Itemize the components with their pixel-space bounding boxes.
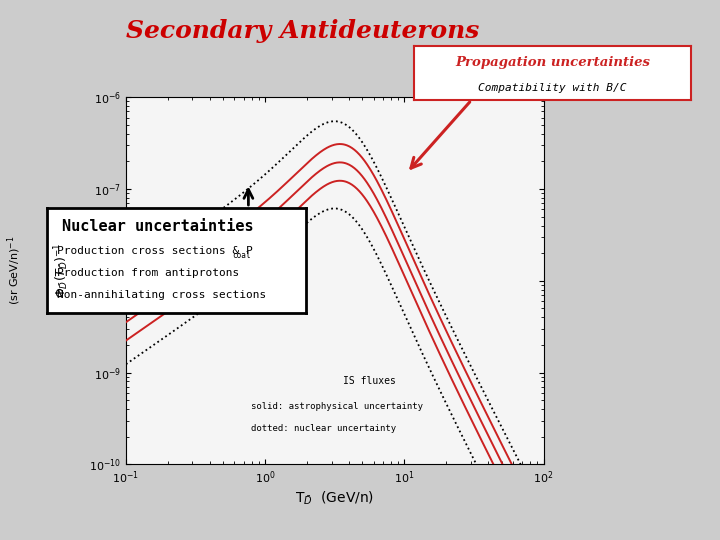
Text: coal: coal bbox=[232, 251, 251, 260]
Text: Secondary Antideuterons: Secondary Antideuterons bbox=[126, 19, 479, 43]
X-axis label: T$_{\bar{D}}$  (GeV/n): T$_{\bar{D}}$ (GeV/n) bbox=[295, 490, 374, 508]
Text: dotted: nuclear uncertainty: dotted: nuclear uncertainty bbox=[251, 424, 397, 434]
Text: Non-annihilating cross sections: Non-annihilating cross sections bbox=[57, 291, 266, 300]
Text: (sr GeV/n)$^{-1}$: (sr GeV/n)$^{-1}$ bbox=[6, 235, 23, 305]
Text: Compatibility with B/C: Compatibility with B/C bbox=[478, 83, 627, 93]
Text: IS fluxes: IS fluxes bbox=[343, 376, 396, 386]
Text: $\Phi_{\bar{D}}(T_{\bar{D}})^{-1}$: $\Phi_{\bar{D}}(T_{\bar{D}})^{-1}$ bbox=[52, 242, 71, 298]
Text: solid: astrophysical uncertainty: solid: astrophysical uncertainty bbox=[251, 402, 423, 411]
Text: Propagation uncertainties: Propagation uncertainties bbox=[455, 56, 650, 69]
Text: Production from antiprotons: Production from antiprotons bbox=[57, 268, 240, 278]
Text: Nuclear uncertainties: Nuclear uncertainties bbox=[63, 219, 254, 234]
Text: Production cross sections & P: Production cross sections & P bbox=[57, 246, 253, 256]
